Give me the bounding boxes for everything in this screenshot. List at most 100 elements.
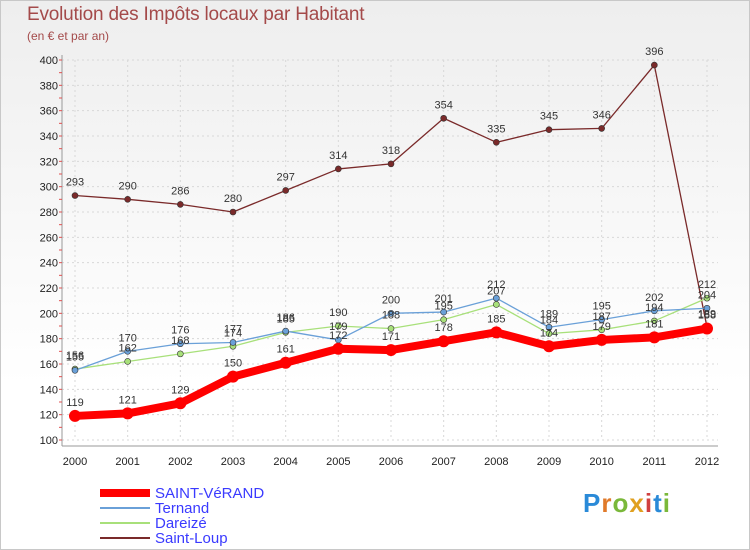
data-point [703,294,711,302]
data-label: 188 [698,310,716,322]
data-point [545,126,553,133]
data-label: 207 [487,285,505,297]
y-tick-label: 180 [40,334,58,346]
y-tick-label: 220 [40,283,58,295]
y-tick-label: 280 [40,207,58,219]
data-point [124,348,131,355]
y-tick-label: 140 [40,384,58,396]
x-tick-label: 2005 [326,456,350,468]
data-point [440,316,447,323]
y-tick-label: 320 [40,156,58,168]
data-point [598,125,605,132]
data-label: 176 [171,325,189,337]
y-tick-label: 360 [40,106,58,118]
legend-label: Saint-Loup [155,530,228,547]
data-point [174,397,187,410]
data-point [598,326,605,334]
data-label: 174 [540,327,558,339]
data-label: 396 [645,46,663,58]
x-tick-label: 2001 [115,456,139,468]
y-tick-label: 300 [40,182,58,194]
data-point [651,307,658,315]
proxiti-logo: Proxiti [583,488,671,519]
x-tick-label: 2000 [63,456,87,468]
y-tick-label: 400 [40,55,58,67]
data-label: 181 [645,318,663,330]
data-label: 121 [118,394,136,406]
data-label: 156 [66,350,84,362]
data-label: 179 [592,321,610,333]
data-point [229,208,237,216]
data-label: 318 [382,145,400,157]
data-label: 185 [276,313,294,325]
data-label: 200 [382,294,400,306]
data-point [279,356,292,369]
data-point [598,316,605,323]
data-point [651,61,658,69]
data-point [335,322,342,330]
data-label: 161 [276,344,294,356]
x-tick-label: 2008 [484,456,508,468]
data-label: 290 [118,180,136,192]
logo-letter: o [612,488,630,518]
data-point [332,342,345,355]
data-label: 188 [382,310,400,322]
data-point [387,310,395,317]
data-label: 335 [487,123,505,135]
data-label: 186 [276,312,294,324]
data-point [229,339,237,346]
data-point [124,196,131,203]
data-point [493,294,500,302]
data-label: 212 [698,279,716,291]
data-point [282,327,289,335]
data-point [387,160,395,168]
data-point [121,407,134,420]
y-axis-ticks: 100 120 140 160 180 200 220 240 260 280 300 320 340 3… [40,55,58,447]
logo-letter: i [644,488,654,518]
data-point [387,325,395,332]
data-label: 202 [645,292,663,304]
data-label: 155 [66,351,84,363]
data-point [282,187,289,194]
data-label: 194 [645,302,663,314]
data-label: 171 [382,331,400,343]
data-point [490,326,503,339]
grid-lines [62,59,718,441]
y-tick-label: 260 [40,232,58,244]
data-point [703,304,711,312]
logo-letter: x [629,488,645,518]
data-label: 195 [592,301,610,313]
x-tick-label: 2007 [431,456,455,468]
data-label: 189 [698,308,716,320]
y-tick-label: 160 [40,359,58,371]
legend-label: Ternand [155,500,209,517]
data-label: 195 [434,301,452,313]
x-axis-ticks: 2000 2001 2002 2003 2004 2005 2006 2007 2008 2009… [63,456,719,468]
data-point [595,333,608,346]
data-label: 189 [540,308,558,320]
x-tick-label: 2012 [695,456,719,468]
data-label: 314 [329,150,347,162]
y-tick-label: 240 [40,258,58,270]
data-label: 187 [592,311,610,323]
chart-subtitle: (en € et par an) [27,29,110,43]
data-label: 170 [118,332,136,344]
legend-label: Dareizé [155,515,207,532]
data-point [701,322,713,335]
logo-letter: t [653,488,663,518]
logo-letter: i [662,488,671,518]
y-tick-label: 120 [40,410,58,422]
data-point [493,139,500,146]
data-label: 179 [329,321,347,333]
data-point [648,331,661,344]
data-label: 297 [276,171,294,183]
data-label: 184 [540,315,558,327]
logo-letter: P [583,488,602,518]
data-point [69,409,81,422]
data-point [543,340,555,353]
data-point [440,308,447,316]
data-point [437,335,450,348]
